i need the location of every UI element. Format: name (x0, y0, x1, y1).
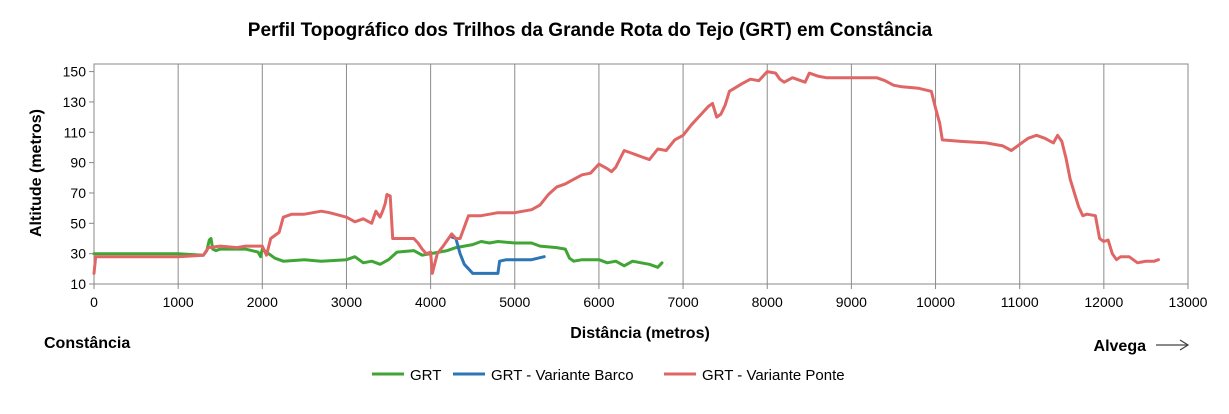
x-axis-ticks: 0 1000 2000 3000 4000 5000 6000 7000 8000 9000 100… (90, 284, 1208, 310)
x-tick-label: 1000 (163, 294, 194, 310)
y-tick-label: 150 (63, 64, 87, 80)
x-axis-label: Distância (metros) (570, 325, 710, 342)
y-tick-label: 30 (70, 246, 86, 262)
vertical-gridlines (177, 64, 1105, 284)
x-tick-label: 4000 (415, 294, 446, 310)
y-tick-label: 70 (70, 185, 86, 201)
direction-arrowhead (1179, 339, 1190, 351)
x-tick-label: 6000 (583, 294, 614, 310)
y-tick-label: 90 (70, 155, 86, 171)
y-axis-label: Altitude (metros) (28, 109, 45, 237)
x-tick-label: 10000 (916, 294, 955, 310)
y-axis-ticks: 10 30 50 70 90 110 130 150 (63, 64, 94, 292)
legend-label: GRT - Variante Ponte (702, 367, 845, 384)
x-tick-label: 13000 (1169, 294, 1208, 310)
legend-label: GRT (410, 367, 441, 384)
series-line-grt-variante-barco (450, 235, 546, 275)
x-tick-label: 5000 (499, 294, 530, 310)
x-tick-label: 9000 (836, 294, 867, 310)
x-tick-label: 7000 (667, 294, 698, 310)
legend: GRT GRT - Variante Barco GRT - Variante Po… (372, 367, 845, 384)
x-tick-label: 8000 (752, 294, 783, 310)
y-tick-label: 50 (70, 215, 86, 231)
x-tick-label: 2000 (247, 294, 278, 310)
series-line-grt-variante-ponte (92, 70, 1160, 275)
x-tick-label: 11000 (1001, 294, 1039, 310)
chart-title: Perfil Topográfico dos Trilhos da Grande… (248, 20, 933, 41)
y-tick-label: 130 (63, 94, 87, 110)
series-line-grt (92, 237, 664, 269)
plot-area-border (93, 63, 1189, 285)
series-lines (92, 70, 1160, 275)
x-tick-label: 12000 (1084, 294, 1123, 310)
x-tick-label: 3000 (331, 294, 362, 310)
y-tick-label: 110 (64, 124, 87, 140)
end-location-label: Alvega (1094, 338, 1147, 355)
start-location-label: Constância (44, 335, 130, 352)
y-tick-label: 10 (70, 276, 86, 292)
legend-label: GRT - Variante Barco (491, 367, 634, 384)
x-tick-label: 0 (90, 294, 98, 310)
